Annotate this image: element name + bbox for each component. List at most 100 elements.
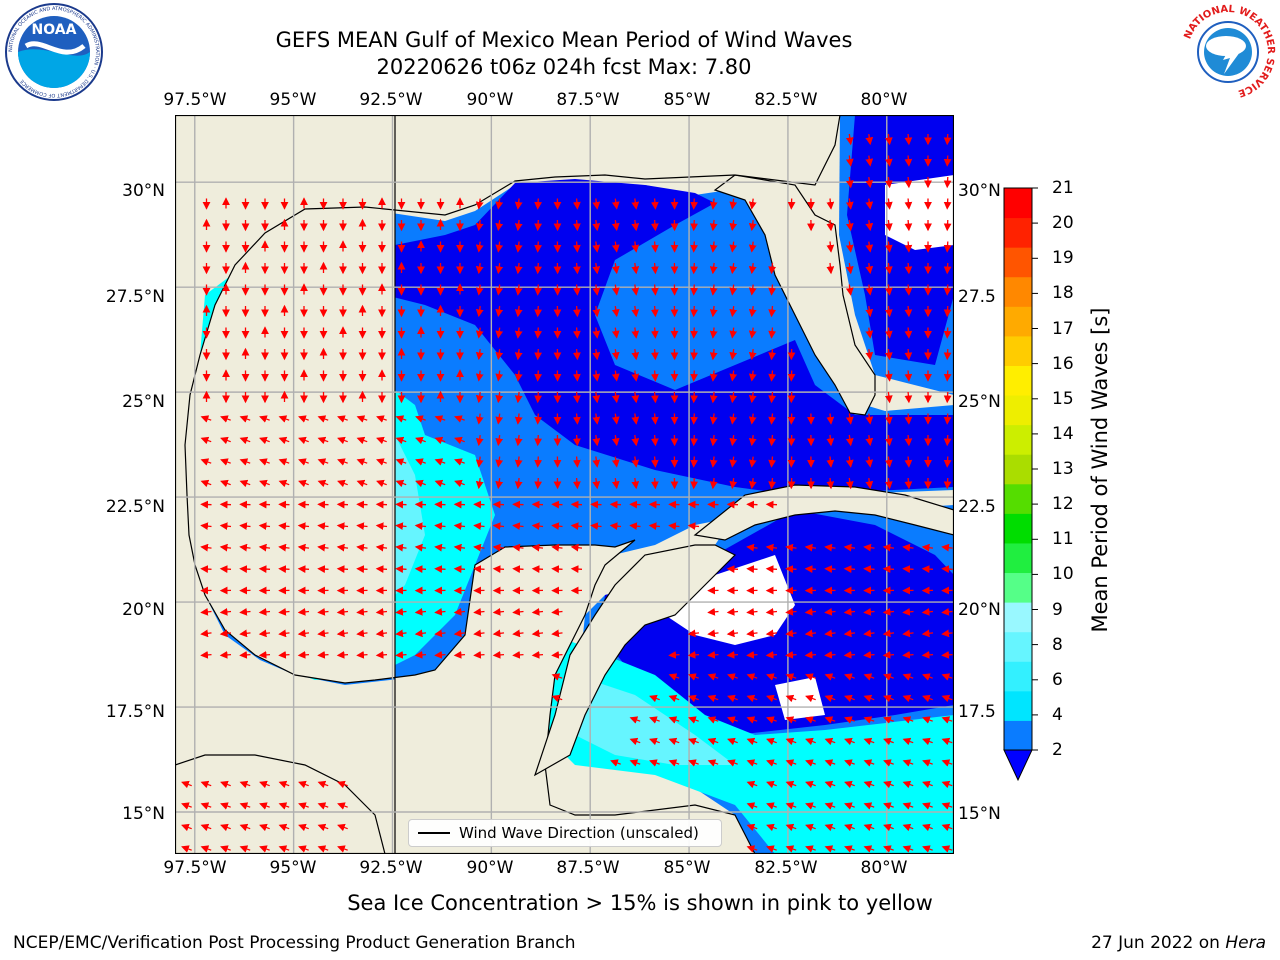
- wind-wave-arrow: [902, 565, 914, 573]
- wind-wave-arrow: [902, 650, 914, 659]
- colorbar-segment: [1004, 720, 1032, 751]
- wind-wave-arrow: [514, 219, 523, 232]
- wind-wave-arrow: [941, 650, 953, 659]
- wind-wave-arrow: [765, 543, 778, 552]
- wind-wave-arrow: [690, 391, 698, 404]
- wind-wave-arrow: [650, 434, 659, 447]
- wind-wave-arrow: [884, 305, 893, 318]
- us-coast-land: [175, 115, 954, 854]
- wind-wave-arrow: [415, 458, 426, 466]
- wind-wave-arrow: [495, 327, 504, 339]
- wind-wave-arrow: [941, 694, 953, 703]
- wind-wave-arrow: [748, 327, 757, 339]
- wind-wave-arrow: [278, 543, 290, 552]
- wind-wave-arrow: [865, 134, 874, 146]
- wind-wave-arrow: [904, 434, 913, 447]
- footer-left: NCEP/EMC/Verification Post Processing Pr…: [13, 933, 576, 953]
- wind-wave-arrow: [356, 607, 368, 616]
- wind-wave-arrow: [904, 413, 913, 425]
- wind-wave-arrow: [726, 565, 739, 573]
- wind-wave-arrow: [414, 629, 427, 638]
- wind-wave-arrow: [220, 415, 231, 423]
- wind-wave-arrow: [690, 327, 698, 339]
- wind-wave-arrow: [729, 413, 738, 425]
- wind-wave-arrow: [375, 629, 388, 638]
- wind-wave-arrow: [475, 306, 484, 318]
- wind-wave-arrow: [668, 694, 680, 703]
- wind-wave-arrow: [727, 673, 738, 681]
- wind-wave-arrow: [882, 565, 895, 573]
- wind-wave-arrow: [278, 565, 290, 573]
- wind-wave-arrow: [336, 543, 349, 552]
- wind-wave-arrow: [748, 435, 757, 447]
- wind-wave-arrow: [943, 413, 952, 425]
- wind-wave-arrow: [317, 479, 329, 488]
- wind-wave-arrow: [376, 479, 387, 488]
- wind-wave-arrow: [395, 522, 407, 531]
- wind-wave-arrow: [356, 543, 368, 552]
- wind-wave-arrow: [650, 305, 659, 318]
- wind-wave-arrow: [826, 456, 835, 468]
- wind-wave-arrow: [298, 479, 309, 488]
- wind-wave-arrow: [729, 198, 738, 210]
- wind-wave-arrow: [765, 565, 778, 573]
- wind-wave-arrow: [495, 306, 504, 318]
- wind-wave-arrow: [534, 348, 542, 361]
- wind-wave-arrow: [495, 435, 504, 447]
- wind-wave-arrow: [766, 845, 777, 853]
- wind-wave-arrow: [220, 458, 231, 466]
- wind-wave-arrow: [200, 823, 212, 832]
- wind-wave-arrow: [220, 436, 231, 445]
- wind-wave-arrow: [495, 370, 504, 382]
- wind-wave-arrow: [668, 737, 680, 746]
- wind-wave-arrow: [845, 176, 854, 189]
- wind-wave-arrow: [902, 759, 914, 767]
- wind-wave-arrow: [317, 458, 329, 466]
- wind-wave-arrow: [473, 629, 485, 638]
- wind-wave-arrow: [865, 349, 874, 361]
- wind-wave-arrow: [534, 456, 542, 468]
- lat-label-right: 25°N: [958, 392, 1001, 412]
- wind-wave-arrow: [650, 370, 659, 382]
- lon-label-bottom: 85°W: [663, 858, 711, 878]
- wind-wave-arrow: [649, 759, 660, 767]
- wind-wave-arrow: [824, 759, 836, 767]
- wind-wave-arrow: [514, 198, 523, 210]
- wind-wave-arrow: [922, 823, 933, 832]
- wind-wave-arrow: [495, 392, 504, 404]
- wind-wave-arrow: [746, 823, 758, 832]
- wind-wave-arrow: [687, 629, 700, 638]
- wind-wave-arrow: [592, 198, 601, 210]
- wind-wave-arrow: [707, 694, 719, 703]
- wind-wave-arrow: [572, 391, 581, 404]
- wind-wave-arrow: [611, 241, 620, 253]
- wind-wave-arrow: [709, 456, 718, 468]
- wind-wave-arrow: [495, 456, 504, 468]
- wind-wave-arrow: [865, 177, 874, 189]
- wind-wave-arrow: [297, 650, 310, 659]
- plot-title-line2: 20220626 t06z 024h fcst Max: 7.80: [376, 55, 752, 79]
- wind-wave-arrow: [865, 327, 874, 339]
- wind-wave-arrow: [298, 458, 309, 466]
- wind-wave-arrow: [376, 436, 387, 445]
- wind-wave-arrow: [453, 565, 466, 573]
- wind-wave-arrow: [746, 759, 758, 767]
- wind-wave-arrow: [650, 327, 659, 339]
- wind-wave-arrow: [220, 823, 231, 832]
- colorbar-segment: [1004, 424, 1032, 455]
- wind-wave-arrow: [904, 477, 913, 490]
- colorbar-segment: [1004, 631, 1032, 662]
- wind-wave-arrow: [748, 392, 757, 404]
- wind-wave-arrow: [317, 565, 329, 573]
- wind-wave-arrow: [748, 220, 757, 232]
- wind-wave-arrow: [650, 198, 659, 210]
- wind-wave-arrow: [845, 198, 854, 210]
- wind-wave-arrow: [649, 737, 660, 746]
- wind-wave-arrow: [259, 458, 270, 466]
- lon-label-top: 92.5°W: [359, 90, 423, 110]
- colorbar-tick-label: 8: [1052, 634, 1063, 655]
- wind-wave-arrow: [883, 716, 894, 724]
- wind-wave-arrow: [495, 220, 504, 232]
- wind-wave-arrow: [475, 478, 484, 490]
- florida-land: [713, 174, 876, 416]
